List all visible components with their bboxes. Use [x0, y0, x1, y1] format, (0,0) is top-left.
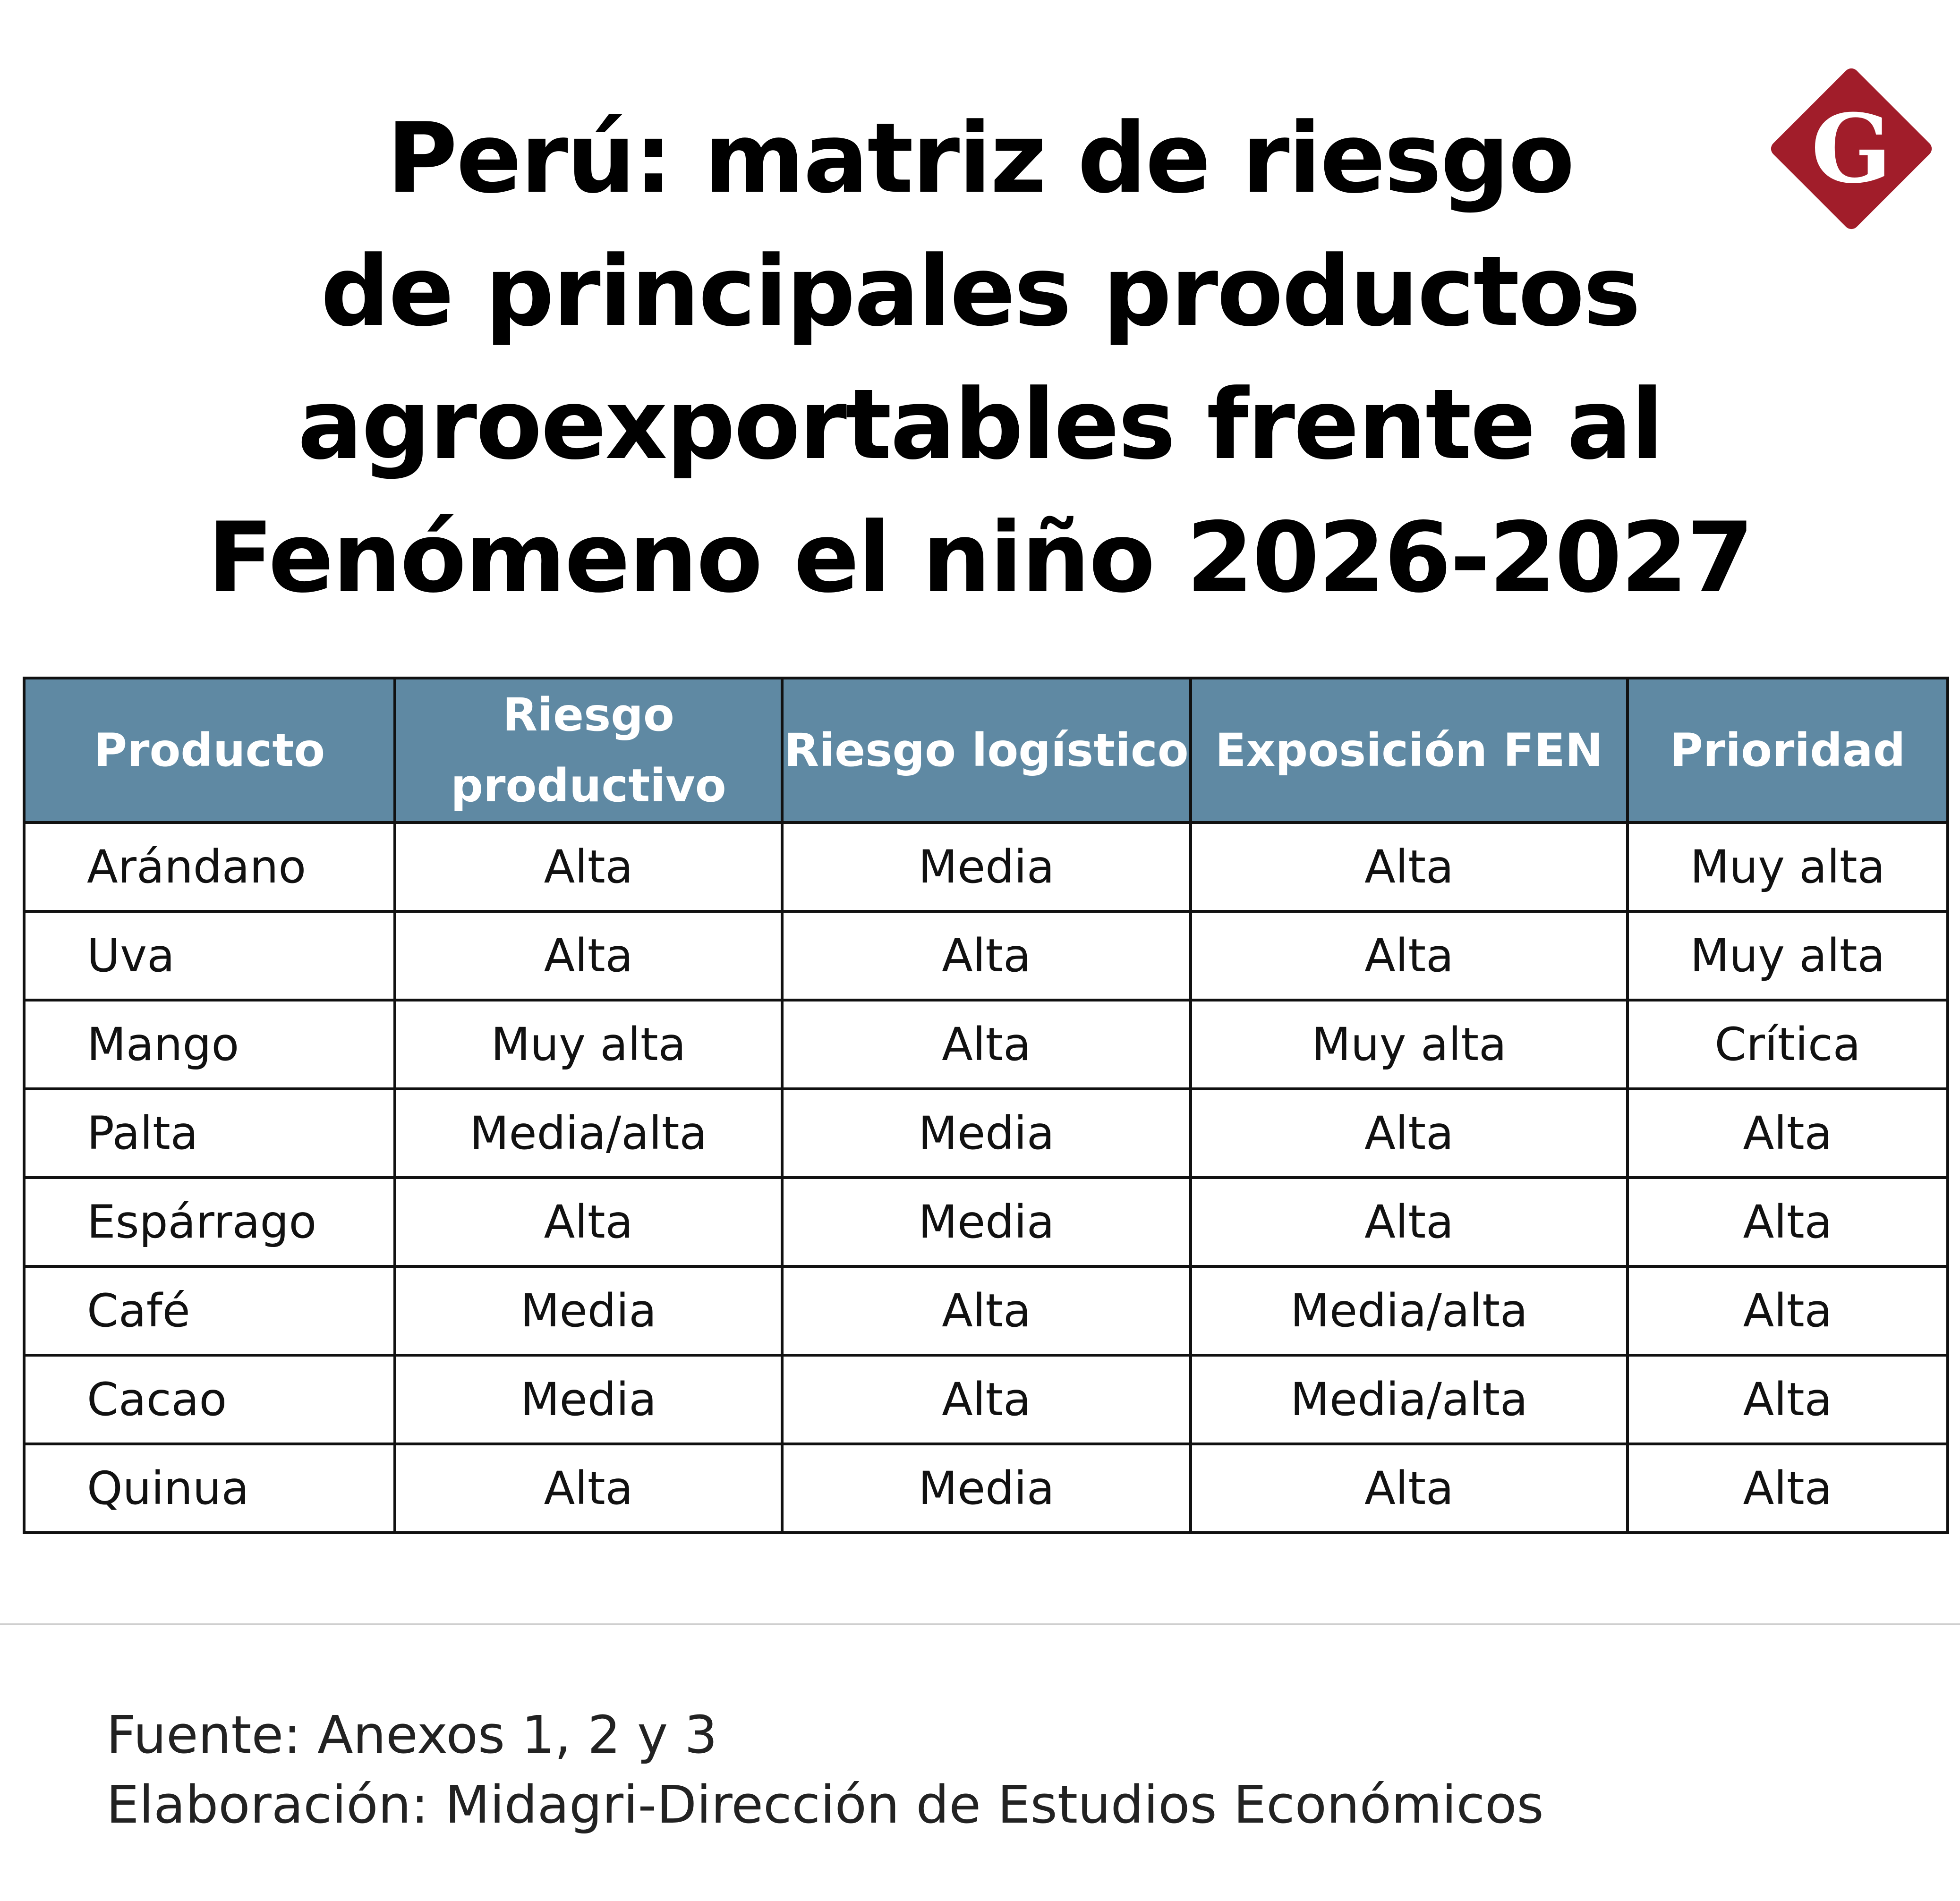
logo-letter: G	[1811, 93, 1892, 204]
table-cell: Alta	[781, 1354, 1192, 1445]
table-row: Café Media Alta Media/alta Alta	[23, 1265, 1949, 1357]
table-cell: Media/alta	[1189, 1265, 1629, 1357]
table-row: Mango Muy alta Alta Muy alta Crítica	[23, 999, 1949, 1090]
table-cell: Media	[393, 1354, 784, 1445]
table-cell: Alta	[1189, 1087, 1629, 1179]
product-cell: Café	[23, 1265, 396, 1357]
product-cell: Palta	[23, 1087, 396, 1179]
table-cell: Muy alta	[1189, 999, 1629, 1090]
table-row: Quinua Alta Media Alta Alta	[23, 1443, 1949, 1534]
table-cell: Alta	[1189, 821, 1629, 913]
table-cell: Alta	[393, 910, 784, 1001]
table-cell: Alta	[1189, 910, 1629, 1001]
source-note: Fuente: Anexos 1, 2 y 3 Elaboración: Mid…	[106, 1700, 1901, 1840]
product-cell: Arándano	[23, 821, 396, 913]
table-cell: Alta	[393, 821, 784, 913]
table-row: Palta Media/alta Media Alta Alta	[23, 1087, 1949, 1179]
table-cell: Alta	[1626, 1087, 1949, 1179]
table-cell: Alta	[781, 910, 1192, 1001]
chart-title: Perú: matriz de riesgo de principales pr…	[142, 92, 1818, 625]
source-line: Fuente: Anexos 1, 2 y 3	[106, 1705, 718, 1765]
table-cell: Alta	[1626, 1265, 1949, 1357]
table-cell: Alta	[393, 1443, 784, 1534]
table-row: Cacao Media Alta Media/alta Alta	[23, 1354, 1949, 1445]
table-cell: Muy alta	[1626, 821, 1949, 913]
table-cell: Alta	[1626, 1354, 1949, 1445]
table-cell: Media	[781, 1087, 1192, 1179]
risk-matrix-table: Producto Riesgo productivo Riesgo logíst…	[23, 677, 1949, 1534]
table-cell: Muy alta	[393, 999, 784, 1090]
table-row: Espárrago Alta Media Alta Alta	[23, 1176, 1949, 1268]
product-cell: Cacao	[23, 1354, 396, 1445]
product-cell: Quinua	[23, 1443, 396, 1534]
table-cell: Media	[781, 821, 1192, 913]
table-cell: Alta	[781, 999, 1192, 1090]
table-cell: Alta	[1626, 1176, 1949, 1268]
table-cell: Media/alta	[393, 1087, 784, 1179]
title-line: agroexportables frente al	[298, 369, 1664, 481]
table-cell: Crítica	[1626, 999, 1949, 1090]
column-header: Riesgo logístico	[781, 677, 1192, 824]
column-header: Prioridad	[1626, 677, 1949, 824]
title-line: Fenómeno el niño 2026-2027	[207, 502, 1754, 614]
column-header: Exposición FEN	[1189, 677, 1629, 824]
table-row: Arándano Alta Media Alta Muy alta	[23, 821, 1949, 913]
divider	[0, 1623, 1960, 1625]
column-header: Producto	[23, 677, 396, 824]
table-cell: Alta	[1626, 1443, 1949, 1534]
table-cell: Alta	[1189, 1176, 1629, 1268]
table-row: Uva Alta Alta Alta Muy alta	[23, 910, 1949, 1001]
table-body: Arándano Alta Media Alta Muy alta Uva Alta Alta…	[23, 821, 1949, 1534]
table-cell: Media	[781, 1443, 1192, 1534]
product-cell: Mango	[23, 999, 396, 1090]
credit-line: Elaboración: Midagri-Dirección de Estudi…	[106, 1774, 1544, 1835]
title-line: Perú: matriz de riesgo	[386, 102, 1575, 215]
table-header-row: Producto Riesgo productivo Riesgo logíst…	[23, 677, 1949, 824]
table-cell: Media	[393, 1265, 784, 1357]
table-cell: Alta	[393, 1176, 784, 1268]
table-cell: Muy alta	[1626, 910, 1949, 1001]
table-cell: Alta	[1189, 1443, 1629, 1534]
table-cell: Media	[781, 1176, 1192, 1268]
table-cell: Media/alta	[1189, 1354, 1629, 1445]
column-header: Riesgo productivo	[393, 677, 784, 824]
table-cell: Alta	[781, 1265, 1192, 1357]
title-line: de principales productos	[320, 236, 1641, 348]
product-cell: Espárrago	[23, 1176, 396, 1268]
product-cell: Uva	[23, 910, 396, 1001]
